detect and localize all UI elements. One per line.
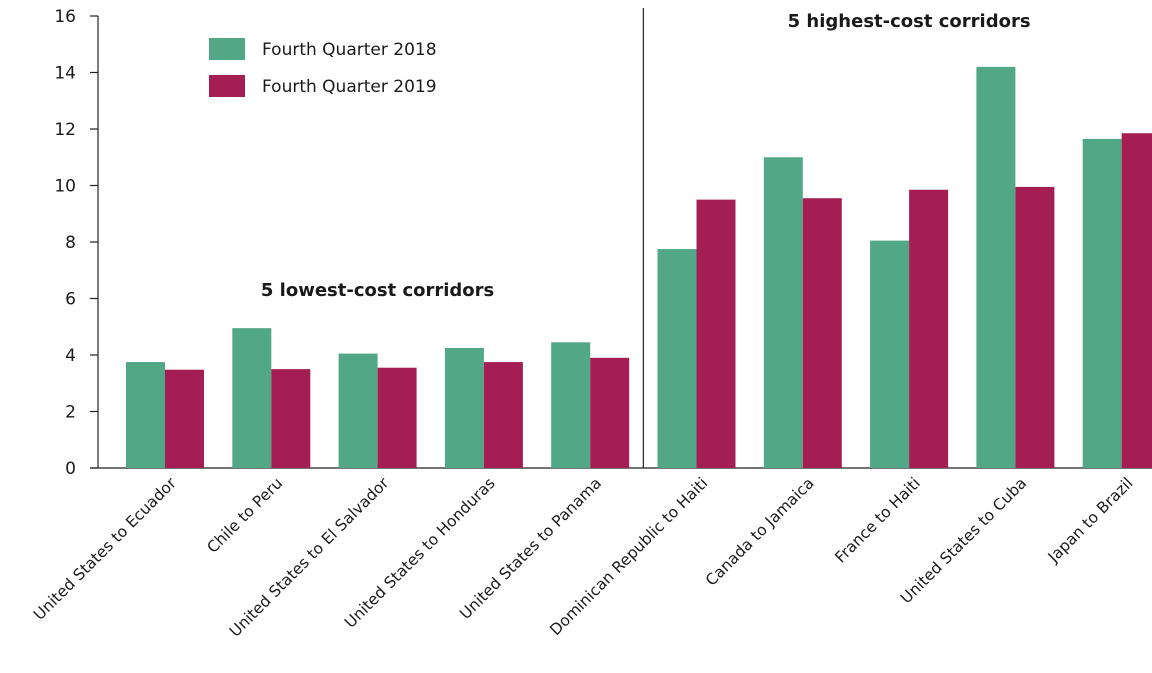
- legend-label-2018: Fourth Quarter 2018: [262, 40, 437, 60]
- bar-2019: [1121, 133, 1152, 469]
- category-label: United States to Cuba: [897, 474, 1030, 607]
- y-tick-label: 10: [54, 177, 76, 197]
- category-labels: United States to Ecuador Chile to Peru Uni…: [30, 474, 1136, 641]
- y-tick-label: 4: [65, 346, 76, 366]
- bar-2019: [802, 198, 842, 468]
- bars: [126, 66, 1152, 469]
- category-label: Chile to Peru: [204, 474, 287, 557]
- y-tick-label: 8: [65, 233, 76, 253]
- group-title-lowest: 5 lowest-cost corridors: [261, 280, 494, 301]
- y-tick-label: 16: [54, 7, 76, 27]
- bar-2018: [338, 353, 378, 468]
- bar-2019: [165, 369, 204, 468]
- legend-label-2019: Fourth Quarter 2019: [262, 77, 437, 97]
- bar-2019: [271, 369, 311, 468]
- bar-2018: [232, 328, 272, 468]
- bar-2019: [1015, 186, 1055, 468]
- y-tick-label: 14: [54, 64, 76, 84]
- category-label: France to Haiti: [831, 474, 923, 566]
- category-label: Canada to Jamaica: [702, 474, 818, 590]
- y-axis: 0 2 4 6 8 10 12 14 16: [54, 7, 99, 479]
- y-tick-label: 12: [54, 120, 76, 140]
- bar-2019: [590, 357, 630, 468]
- y-tick-label: 2: [65, 403, 76, 423]
- bar-2019: [696, 199, 736, 468]
- y-tick-label: 6: [65, 290, 76, 310]
- bar-2018: [444, 347, 484, 468]
- category-label: Japan to Brazil: [1044, 474, 1137, 567]
- y-tick-label: 0: [65, 459, 76, 479]
- bar-2019: [377, 367, 417, 468]
- bar-2019: [483, 362, 523, 468]
- bar-2018: [976, 66, 1016, 468]
- bar-2018: [126, 362, 165, 468]
- bar-2018: [657, 249, 697, 468]
- bar-2019: [909, 189, 949, 469]
- bar-2018: [551, 342, 591, 468]
- legend-swatch-2019: [209, 75, 245, 97]
- bar-2018: [870, 240, 910, 468]
- bar-2018: [763, 157, 803, 468]
- group-title-highest: 5 highest-cost corridors: [788, 11, 1031, 32]
- category-label: United States to Ecuador: [30, 474, 180, 624]
- bar-2018: [1082, 138, 1122, 468]
- legend-swatch-2018: [209, 38, 245, 60]
- legend: Fourth Quarter 2018 Fourth Quarter 2019: [209, 38, 437, 97]
